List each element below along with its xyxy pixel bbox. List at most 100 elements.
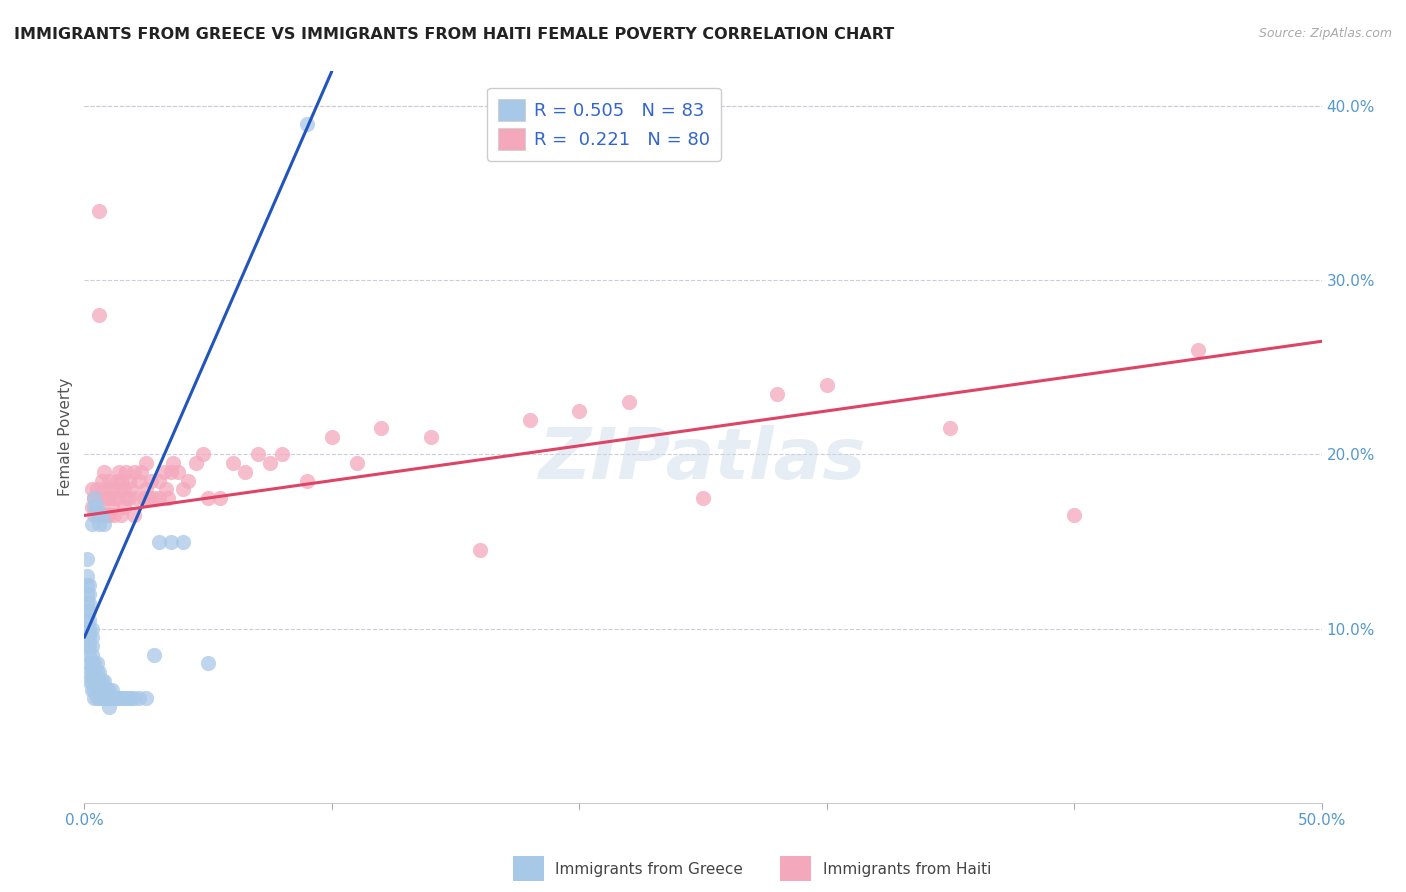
Point (162, 456, 184, 470)
Point (233, 465, 256, 479)
Point (112, 691, 135, 706)
Point (118, 691, 141, 706)
Point (76, 569, 98, 583)
Point (93, 465, 115, 479)
Point (135, 456, 157, 470)
Point (80, 622, 103, 636)
Point (692, 491, 714, 505)
Point (115, 465, 138, 479)
Point (209, 491, 232, 505)
Point (83, 691, 105, 706)
Point (157, 491, 180, 505)
Point (76, 613, 98, 627)
Legend: R = 0.505   N = 83, R =  0.221   N = 80: R = 0.505 N = 83, R = 0.221 N = 80 (486, 87, 721, 161)
Point (86, 682, 108, 697)
Point (89, 691, 111, 706)
Point (148, 534, 170, 549)
Point (152, 465, 174, 479)
Point (120, 483, 142, 497)
Point (160, 534, 183, 549)
Point (108, 691, 131, 706)
Point (90, 673, 112, 688)
Point (76, 587, 98, 601)
Point (80, 657, 103, 671)
Point (135, 691, 157, 706)
Point (135, 483, 157, 497)
Point (120, 691, 142, 706)
Point (419, 430, 441, 444)
Point (96, 691, 118, 706)
Point (86, 500, 108, 514)
Point (86, 657, 108, 671)
Point (271, 448, 294, 462)
Point (79, 657, 101, 671)
Point (142, 491, 165, 505)
Point (90, 508, 112, 523)
Point (89, 673, 111, 688)
Point (568, 404, 591, 418)
Point (79, 648, 101, 662)
Point (89, 682, 111, 697)
Point (100, 682, 122, 697)
Point (83, 657, 105, 671)
Text: Source: ZipAtlas.com: Source: ZipAtlas.com (1258, 27, 1392, 40)
Point (79, 622, 101, 636)
Point (110, 508, 132, 523)
Point (98, 682, 121, 697)
Point (128, 474, 150, 488)
Point (100, 483, 122, 497)
Point (108, 465, 131, 479)
Point (89, 508, 111, 523)
Point (90, 508, 112, 523)
Point (98, 700, 121, 714)
Point (83, 508, 105, 523)
Point (76, 595, 98, 609)
Point (1187, 343, 1209, 357)
Point (128, 691, 150, 706)
Point (184, 456, 207, 470)
Point (1063, 508, 1085, 523)
Point (83, 491, 105, 505)
Point (346, 456, 368, 470)
Point (815, 377, 838, 392)
Point (89, 517, 111, 532)
Y-axis label: Female Poverty: Female Poverty (58, 378, 73, 496)
Text: Immigrants from Greece: Immigrants from Greece (555, 863, 744, 877)
Point (80, 682, 103, 697)
Point (103, 491, 125, 505)
Point (76, 552, 98, 566)
Point (110, 691, 132, 706)
Point (125, 491, 148, 505)
Point (939, 421, 962, 435)
Point (118, 491, 141, 505)
Point (80, 500, 103, 514)
Point (115, 691, 138, 706)
Point (132, 491, 155, 505)
Point (96, 508, 118, 523)
Point (321, 430, 343, 444)
Point (98, 491, 121, 505)
Point (83, 682, 105, 697)
Point (83, 673, 105, 688)
Point (141, 474, 163, 488)
Point (79, 613, 101, 627)
Point (172, 534, 194, 549)
Point (177, 474, 200, 488)
Point (191, 448, 214, 462)
Point (100, 500, 122, 514)
Point (110, 474, 132, 488)
Point (295, 117, 318, 131)
Point (93, 483, 115, 497)
Point (112, 500, 135, 514)
Point (197, 657, 219, 671)
Text: Immigrants from Haiti: Immigrants from Haiti (823, 863, 991, 877)
Point (80, 483, 103, 497)
Point (138, 491, 160, 505)
Point (96, 491, 118, 505)
Point (246, 448, 269, 462)
Point (80, 648, 103, 662)
Point (90, 682, 112, 697)
Point (79, 673, 101, 688)
Point (80, 639, 103, 653)
Point (89, 308, 111, 322)
